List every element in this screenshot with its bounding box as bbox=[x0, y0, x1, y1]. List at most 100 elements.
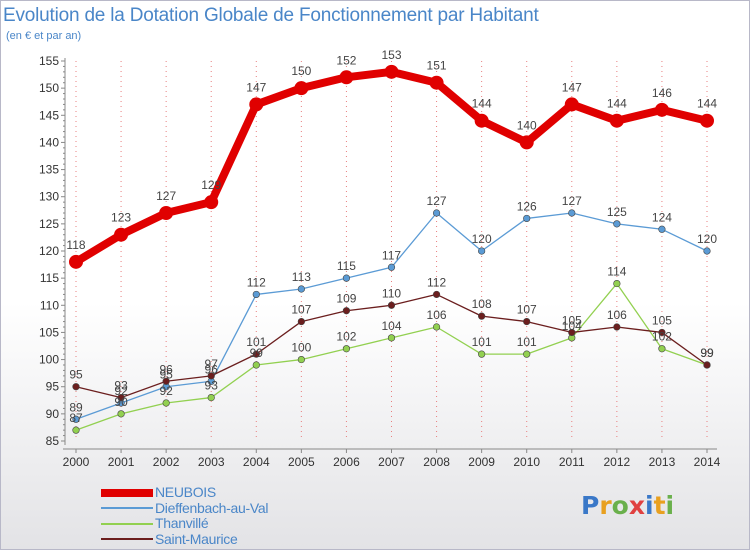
data-label: 153 bbox=[381, 48, 401, 62]
y-tick-label: 125 bbox=[39, 217, 59, 231]
y-tick-label: 90 bbox=[46, 407, 60, 421]
x-tick-label: 2013 bbox=[649, 455, 676, 469]
data-point bbox=[700, 113, 714, 128]
y-tick-label: 110 bbox=[40, 298, 59, 312]
data-label: 87 bbox=[69, 411, 83, 425]
logo-letter: P bbox=[581, 491, 600, 520]
data-point bbox=[613, 279, 621, 288]
data-point bbox=[297, 317, 305, 326]
data-label: 97 bbox=[205, 357, 219, 371]
data-label: 101 bbox=[517, 335, 537, 349]
data-point bbox=[523, 350, 531, 358]
data-point bbox=[609, 113, 624, 128]
data-label: 120 bbox=[472, 232, 492, 246]
data-point bbox=[387, 334, 396, 342]
legend-swatch bbox=[101, 522, 153, 525]
data-point bbox=[658, 345, 666, 353]
y-tick-label: 95 bbox=[46, 380, 60, 394]
x-tick-label: 2012 bbox=[604, 455, 631, 469]
data-point bbox=[117, 393, 125, 402]
data-label: 150 bbox=[291, 64, 311, 78]
data-point bbox=[478, 312, 486, 320]
data-label: 92 bbox=[114, 384, 128, 398]
data-point bbox=[568, 328, 576, 337]
y-tick-label: 85 bbox=[46, 434, 60, 448]
chart-subtitle: (en € et par an) bbox=[6, 30, 82, 42]
data-point bbox=[69, 254, 83, 269]
data-label: 105 bbox=[652, 313, 672, 327]
data-label: 92 bbox=[159, 384, 173, 398]
data-label: 93 bbox=[114, 379, 128, 393]
data-label: 109 bbox=[336, 292, 356, 306]
data-point bbox=[159, 206, 174, 220]
x-tick-label: 2011 bbox=[559, 455, 585, 469]
y-tick-label: 105 bbox=[39, 325, 59, 339]
data-label: 99 bbox=[700, 346, 714, 360]
logo-letter: i bbox=[665, 491, 675, 520]
data-point bbox=[478, 350, 486, 358]
data-point bbox=[568, 209, 576, 217]
data-point bbox=[654, 102, 669, 117]
data-point bbox=[72, 383, 80, 391]
data-point bbox=[297, 285, 305, 293]
data-label: 110 bbox=[382, 286, 401, 300]
data-point bbox=[523, 214, 531, 223]
data-label: 104 bbox=[381, 319, 401, 333]
data-label: 101 bbox=[472, 335, 492, 349]
data-label: 107 bbox=[517, 303, 537, 317]
y-tick-label: 100 bbox=[39, 353, 59, 367]
data-label: 126 bbox=[517, 199, 537, 213]
legend-item: Saint-Maurice bbox=[101, 530, 268, 548]
chart-title: Evolution de la Dotation Globale de Fonc… bbox=[3, 5, 539, 26]
legend-label: NEUBOIS bbox=[155, 484, 216, 500]
data-point bbox=[384, 64, 399, 79]
data-label: 127 bbox=[156, 189, 176, 203]
data-point bbox=[432, 290, 441, 299]
y-tick-label: 150 bbox=[39, 81, 59, 95]
legend-label: Thanvillé bbox=[155, 515, 209, 531]
data-point bbox=[252, 361, 260, 369]
data-point bbox=[252, 350, 260, 358]
data-point bbox=[342, 345, 351, 353]
x-tick-label: 2010 bbox=[513, 455, 540, 469]
data-point bbox=[342, 307, 351, 315]
x-tick-label: 2000 bbox=[63, 455, 90, 469]
x-tick-label: 2003 bbox=[198, 455, 225, 469]
legend-swatch bbox=[101, 538, 153, 541]
data-label: 104 bbox=[562, 319, 582, 333]
x-tick-label: 2002 bbox=[153, 455, 180, 469]
y-tick-label: 120 bbox=[39, 244, 59, 258]
data-label: 101 bbox=[246, 335, 266, 349]
data-point bbox=[613, 220, 621, 228]
data-label: 144 bbox=[607, 97, 627, 111]
logo-letter: t bbox=[653, 491, 666, 520]
legend-item: Dieffenbach-au-Val bbox=[101, 500, 268, 517]
data-label: 107 bbox=[291, 303, 311, 317]
y-tick-label: 135 bbox=[39, 163, 59, 177]
data-label: 100 bbox=[291, 341, 311, 355]
x-tick-label: 2008 bbox=[423, 455, 450, 469]
data-label: 96 bbox=[159, 362, 173, 376]
x-tick-label: 2005 bbox=[288, 455, 315, 469]
y-tick-label: 140 bbox=[39, 135, 59, 149]
x-tick-label: 2004 bbox=[243, 455, 270, 469]
data-label: 151 bbox=[427, 59, 447, 73]
data-label: 127 bbox=[562, 194, 582, 208]
data-point bbox=[204, 195, 219, 210]
data-label: 93 bbox=[205, 379, 219, 393]
data-point bbox=[339, 70, 354, 85]
data-label: 95 bbox=[159, 368, 173, 382]
data-point bbox=[387, 263, 396, 271]
data-label: 152 bbox=[336, 53, 356, 67]
legend-label: Saint-Maurice bbox=[155, 530, 238, 547]
data-label: 146 bbox=[652, 86, 672, 100]
x-tick-label: 2001 bbox=[108, 455, 135, 469]
data-label: 117 bbox=[382, 248, 401, 262]
data-point bbox=[207, 393, 215, 402]
data-label: 90 bbox=[114, 395, 128, 409]
data-point bbox=[207, 372, 215, 380]
logo-letter: o bbox=[611, 491, 629, 520]
data-point bbox=[474, 113, 489, 128]
